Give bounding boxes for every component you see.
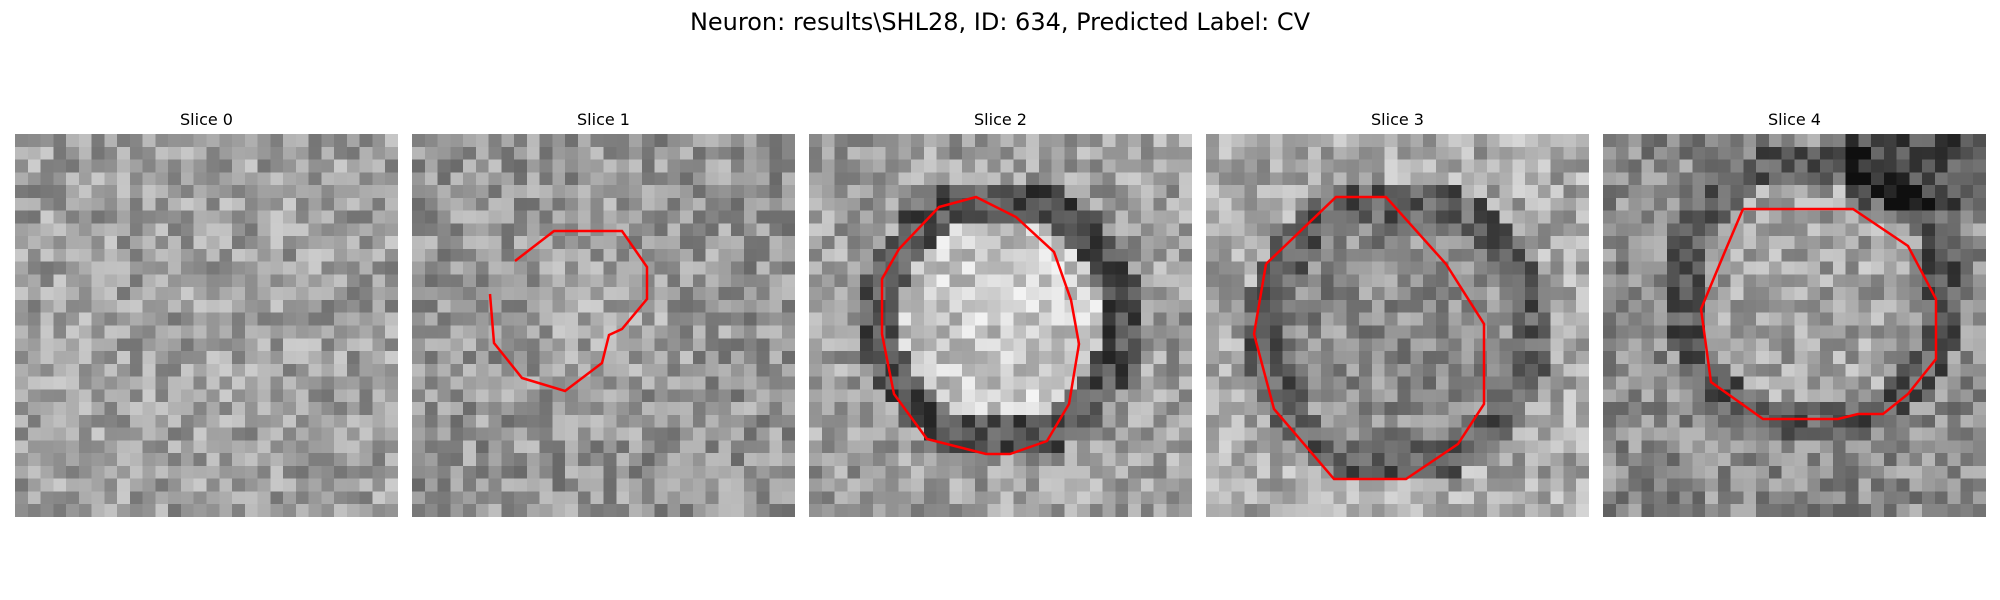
- slice-panel-0: Slice 0: [15, 110, 398, 517]
- slice-panel-1: Slice 1: [412, 110, 795, 517]
- grayscale-image: [15, 134, 398, 517]
- segmentation-contour: [1206, 134, 1589, 517]
- slice-title: Slice 3: [1206, 110, 1589, 134]
- slice-title: Slice 4: [1603, 110, 1986, 134]
- slice-image: [412, 134, 795, 517]
- slice-image: [15, 134, 398, 517]
- slice-title: Slice 2: [809, 110, 1192, 134]
- slice-panel-3: Slice 3: [1206, 110, 1589, 517]
- segmentation-contour: [809, 134, 1192, 517]
- slice-title: Slice 0: [15, 110, 398, 134]
- segmentation-contour: [1603, 134, 1986, 517]
- slice-image: [809, 134, 1192, 517]
- slice-panel-2: Slice 2: [809, 110, 1192, 517]
- segmentation-contour: [412, 134, 795, 517]
- slice-panel-4: Slice 4: [1603, 110, 1986, 517]
- slice-image: [1206, 134, 1589, 517]
- figure-title: Neuron: results\SHL28, ID: 634, Predicte…: [0, 8, 2000, 36]
- slice-title: Slice 1: [412, 110, 795, 134]
- slice-image: [1603, 134, 1986, 517]
